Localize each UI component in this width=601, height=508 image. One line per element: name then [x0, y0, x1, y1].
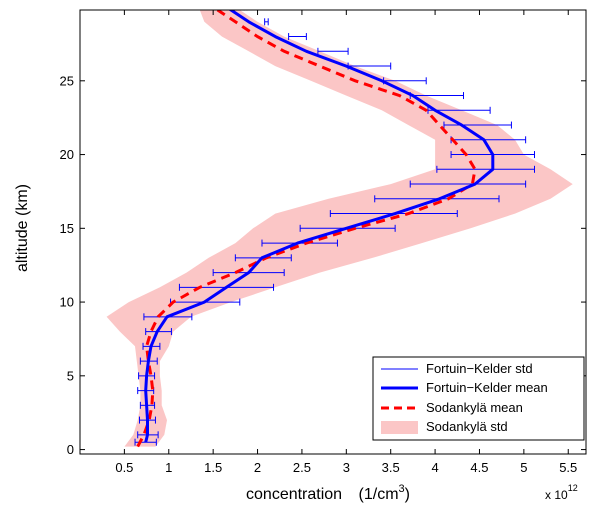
y-tick-label: 5 [67, 368, 74, 383]
x-tick-label: 4 [431, 460, 438, 475]
x-tick-label: 1.5 [204, 460, 222, 475]
y-tick-label: 25 [60, 73, 74, 88]
y-tick-label: 10 [60, 295, 74, 310]
x-axis-label: concentration (1/cm3) [246, 483, 410, 503]
legend-label-fortuin-kelder-std: Fortuin−Kelder std [426, 361, 533, 376]
plot-series-group [106, 10, 573, 448]
x-axis-unit-superscript: 3 [399, 483, 405, 495]
y-tick-label: 15 [60, 221, 74, 236]
y-tick-label: 20 [60, 147, 74, 162]
x-tick-label: 2 [254, 460, 261, 475]
x-tick-label: 5 [520, 460, 527, 475]
x-axis-label-text: concentration [246, 486, 342, 503]
axes-frame [79, 9, 587, 455]
plot-area [106, 10, 573, 448]
x-tick-label: 3.5 [382, 460, 400, 475]
legend-label-fortuin-kelder-mean: Fortuin−Kelder mean [426, 380, 548, 395]
legend: Fortuin−Kelder std Fortuin−Kelder mean S… [372, 356, 585, 441]
legend-swatch-sodankyla-std [381, 421, 418, 434]
legend-label-sodankyla-std: Sodankylä std [426, 419, 508, 434]
x-axis-multiplier: x 1012 [545, 483, 578, 502]
x-tick-label: 0.5 [115, 460, 133, 475]
axes: 0.5 1 1.5 2 2.5 3 3.5 4 4.5 5 5.5 0 5 10 15 20 25 [60, 9, 587, 475]
x-tick-label: 4.5 [470, 460, 488, 475]
sodankyla-mean-line [136, 10, 477, 448]
x-tick-label: 1 [165, 460, 172, 475]
x-tick-label: 2.5 [293, 460, 311, 475]
fortuin-kelder-mean-line [144, 10, 495, 443]
legend-label-sodankyla-mean: Sodankylä mean [426, 400, 523, 415]
y-axis-label: altitude (km) [14, 184, 31, 272]
y-tick-label: 0 [67, 442, 74, 457]
x-axis-multiplier-base: x 10 [545, 488, 568, 502]
x-tick-label: 5.5 [559, 460, 577, 475]
x-axis-multiplier-exponent: 12 [568, 483, 578, 493]
x-axis-unit-prefix: (1/cm [359, 486, 399, 503]
x-tick-label: 3 [343, 460, 350, 475]
x-axis-unit-suffix: ) [405, 486, 410, 503]
